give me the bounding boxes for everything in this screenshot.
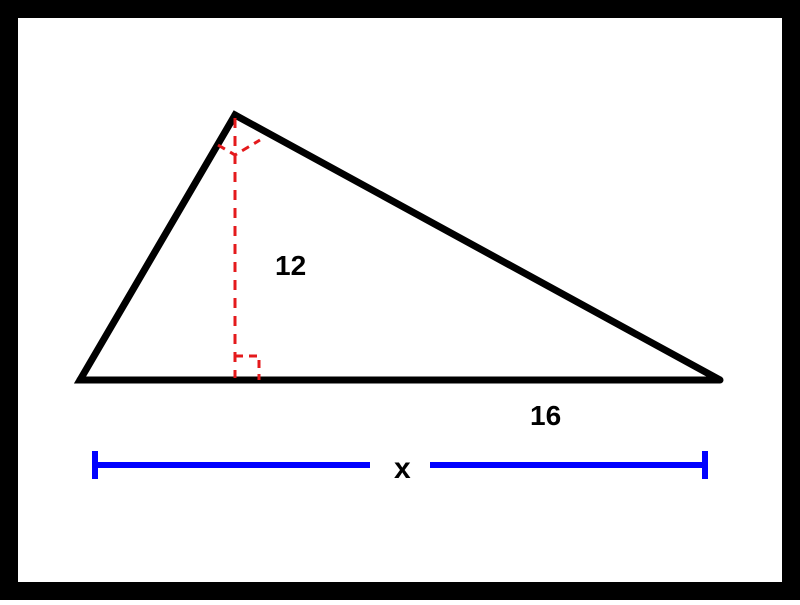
label-base-x: x bbox=[394, 452, 411, 486]
right-angle-top bbox=[218, 140, 260, 155]
label-altitude: 12 bbox=[275, 250, 306, 282]
triangle bbox=[80, 115, 720, 380]
diagram-canvas bbox=[0, 0, 800, 600]
label-segment: 16 bbox=[530, 400, 561, 432]
vertex-a bbox=[77, 377, 84, 384]
vertex-c bbox=[232, 112, 239, 119]
vertex-b bbox=[717, 377, 724, 384]
right-angle-bottom bbox=[235, 356, 259, 380]
